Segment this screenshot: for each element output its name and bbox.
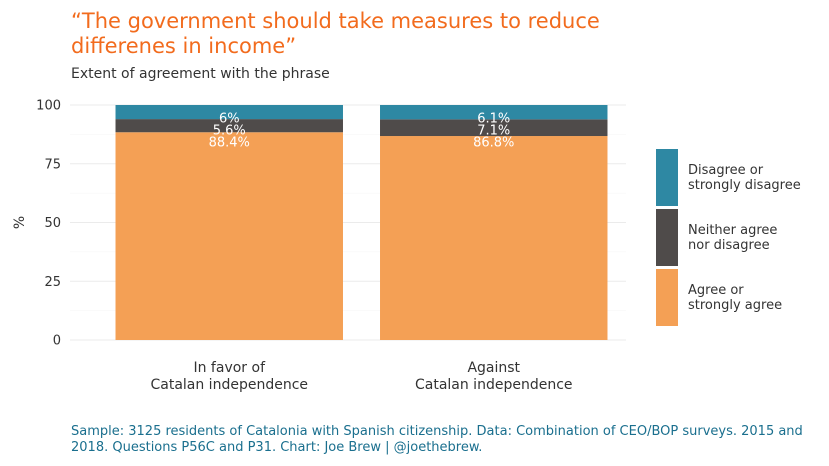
legend-label: Agree or strongly agree [688, 282, 783, 313]
x-category-label: Against Catalan independence [415, 360, 573, 393]
y-tick-label: 25 [44, 275, 61, 290]
legend-swatch [656, 149, 678, 206]
bar-value-label: 5.6% [213, 124, 246, 139]
chart-caption: Sample: 3125 residents of Catalonia with… [71, 424, 803, 455]
y-axis: 0 25 50 75 100% [12, 99, 61, 349]
bar-value-label: 7.1% [477, 124, 510, 139]
y-tick-label: 100 [36, 99, 61, 114]
chart-subtitle: Extent of agreement with the phrase [71, 66, 330, 82]
legend-swatch [656, 209, 678, 266]
bar-segment [115, 119, 343, 133]
legend-item: Agree or strongly agree [656, 269, 828, 326]
legend-item: Neither agree nor disagree [656, 209, 828, 266]
bars [115, 105, 608, 340]
x-category-label: In favor of Catalan independence [150, 360, 308, 393]
legend-swatch [656, 269, 678, 326]
x-axis: In favor of Catalan independence Against Ca… [150, 360, 572, 393]
legend-label: Neither agree nor disagree [688, 222, 778, 253]
bar-segment [115, 132, 343, 340]
bar-value-label: 6% [219, 112, 240, 127]
y-axis-title: % [12, 216, 28, 229]
y-tick-label: 75 [44, 157, 61, 172]
bar-segment [380, 136, 608, 340]
bar-segment [115, 105, 343, 120]
legend-label: Disagree or strongly disagree [688, 162, 801, 193]
y-tick-label: 0 [53, 334, 61, 349]
legend-item: Disagree or strongly disagree [656, 149, 828, 206]
chart-title: “The government should take measures to … [71, 9, 600, 58]
bar-value-label: 88.4% [209, 136, 250, 151]
bar-value-label: 6.1% [477, 112, 510, 127]
bar-segment [380, 119, 608, 137]
bar-segment [380, 105, 608, 120]
bar-value-label: 86.8% [473, 136, 514, 151]
bar-labels: 6%5.6%88.4% 6.1%7.1%86.8% [209, 112, 515, 151]
y-tick-label: 50 [44, 216, 61, 231]
